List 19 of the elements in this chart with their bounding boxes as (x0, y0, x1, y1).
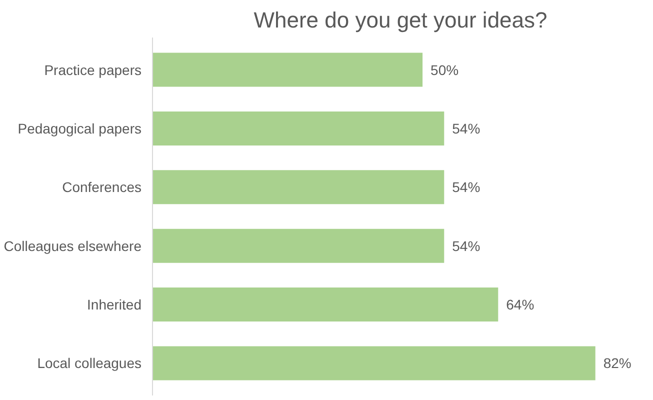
y-tick-label: Colleagues elsewhere (4, 238, 142, 254)
y-tick-label: Local colleagues (37, 355, 142, 372)
data-label: 64% (506, 296, 534, 313)
y-tick-label: Practice papers (44, 62, 142, 78)
bar (152, 288, 498, 322)
bar (152, 346, 596, 380)
bar (152, 170, 444, 204)
data-label: 50% (430, 62, 459, 78)
y-tick-label: Inherited (87, 296, 142, 313)
y-tick-label: Conferences (62, 179, 142, 196)
chart-title: Where do you get your ideas? (254, 8, 548, 32)
bar (152, 228, 444, 263)
bar (152, 52, 423, 87)
data-label: 54% (452, 179, 480, 196)
data-label: 54% (452, 238, 480, 254)
data-label: 54% (452, 120, 480, 136)
data-label: 82% (603, 355, 632, 372)
bar (152, 111, 444, 146)
y-tick-label: Pedagogical papers (18, 120, 142, 136)
